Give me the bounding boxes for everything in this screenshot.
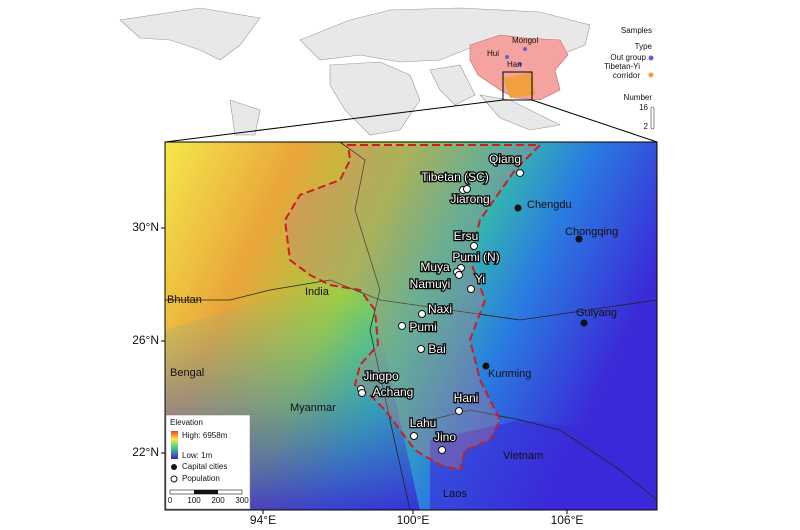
scale-label: 200 — [211, 496, 225, 505]
border — [429, 409, 658, 501]
population-marker — [398, 322, 406, 330]
region-label: Vietnam — [503, 450, 543, 462]
sample-dot — [523, 47, 527, 51]
population-marker — [418, 310, 426, 318]
corridor-inset — [503, 72, 535, 98]
sample-dot — [518, 62, 522, 66]
china — [469, 34, 569, 101]
region-label: India — [305, 286, 330, 298]
population-marker — [438, 446, 446, 454]
population-label: Pumi (N) — [452, 250, 499, 264]
population-marker — [455, 407, 463, 415]
group-label: Mongol — [512, 36, 538, 45]
population-label: Pumi — [409, 320, 436, 334]
y-tick-label: 30°N — [132, 220, 159, 234]
region-label: Laos — [443, 488, 467, 500]
legend-label: High: 6958m — [182, 431, 228, 440]
zoom-line — [164, 99, 504, 143]
population-label: Qiang — [489, 152, 521, 166]
population-label: Achang — [373, 385, 414, 399]
legend-swatch — [170, 475, 178, 483]
legend-label: Population — [182, 474, 220, 483]
corridor — [283, 144, 543, 472]
scale-labels: 0 100 200 300 — [168, 496, 249, 505]
legend-label: Low: 1m — [182, 451, 213, 460]
population-marker — [463, 185, 471, 193]
population-label: Namuyi — [410, 277, 451, 291]
scale-label: 0 — [168, 496, 173, 505]
population-label: Lahu — [410, 416, 437, 430]
legend-swatch — [648, 72, 654, 78]
population-label: Naxi — [428, 302, 452, 316]
legend-swatch — [171, 464, 177, 470]
city-label: Chongqing — [565, 226, 618, 238]
x-tick-label: 106°E — [551, 513, 584, 527]
x-tick-label: 100°E — [397, 513, 430, 527]
lowland — [430, 420, 657, 510]
x-tick-label: 94°E — [250, 513, 276, 527]
legend-label: 2 — [644, 122, 649, 131]
group-label: Han — [507, 60, 522, 69]
legend-label: Tibetan-Yi corridor — [604, 62, 640, 80]
population-label: Ersu — [454, 229, 479, 243]
legend-label: 16 — [639, 103, 648, 112]
region-label: Bengal — [170, 367, 204, 379]
y-tick-label: 22°N — [132, 445, 159, 459]
population-label: Tibetan (SC) — [421, 170, 489, 184]
sample-dot — [505, 55, 509, 59]
inset-box — [502, 71, 533, 101]
population-label: Bai — [428, 342, 445, 356]
population-label: Jino — [434, 430, 456, 444]
population-label: Muya — [420, 260, 450, 274]
group-label: Hui — [487, 49, 499, 58]
legend-title: Elevation — [170, 418, 203, 427]
legend-label: Out group — [610, 53, 646, 62]
population-label: Hani — [454, 391, 479, 405]
world-inset — [119, 7, 591, 136]
legend-subtitle: Type — [635, 42, 653, 51]
legend-title: Samples — [621, 26, 652, 35]
border — [165, 279, 658, 321]
population-label: Jiarong — [450, 192, 489, 206]
scale-bar — [194, 490, 218, 494]
region-label: Myanmar — [290, 402, 336, 414]
color-ramp — [171, 431, 178, 459]
region-label: Bhutan — [167, 294, 202, 306]
legend-subtitle: Number — [624, 93, 653, 102]
population-marker — [467, 285, 475, 293]
size-key — [650, 106, 655, 130]
city-label: Guiyang — [576, 307, 617, 319]
scale-label: 300 — [235, 496, 249, 505]
y-tick-label: 26°N — [132, 333, 159, 347]
city-marker — [482, 362, 490, 370]
population-marker — [516, 169, 524, 177]
legend-swatch — [648, 55, 654, 61]
zoom-line — [531, 99, 658, 143]
population-label: Yi — [475, 272, 485, 286]
city-marker — [575, 235, 583, 243]
population-marker — [410, 432, 418, 440]
border — [339, 141, 411, 511]
map-frame — [164, 141, 658, 511]
population-marker — [358, 389, 366, 397]
city-label: Chengdu — [527, 199, 572, 211]
legend-label: Capital cities — [182, 462, 227, 471]
city-marker — [514, 204, 522, 212]
population-label: Jingpo — [363, 369, 399, 383]
population-marker — [455, 271, 463, 279]
scale-label: 100 — [187, 496, 201, 505]
population-marker — [470, 242, 478, 250]
city-label: Kunming — [488, 368, 531, 380]
population-marker — [417, 345, 425, 353]
city-marker — [580, 319, 588, 327]
